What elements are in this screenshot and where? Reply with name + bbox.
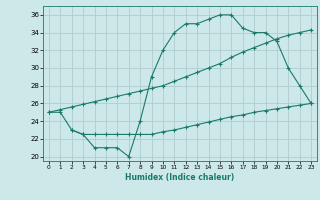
X-axis label: Humidex (Indice chaleur): Humidex (Indice chaleur): [125, 173, 235, 182]
